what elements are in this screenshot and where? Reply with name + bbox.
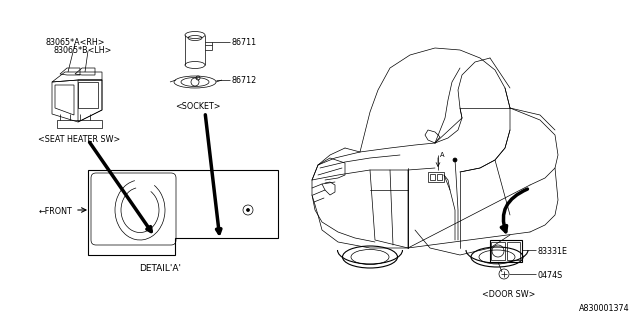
Bar [491,242,505,260]
Text: 83065*B<LH>: 83065*B<LH> [53,46,111,55]
Text: <SOCKET>: <SOCKET> [175,102,221,111]
Circle shape [246,209,250,212]
Bar [430,174,435,180]
Text: 86712: 86712 [232,76,257,85]
Bar [57,120,102,128]
Text: 0474S: 0474S [538,271,563,280]
Text: 83331E: 83331E [538,247,568,256]
Circle shape [453,158,457,162]
Text: ←FRONT: ←FRONT [38,207,72,216]
Text: 86711: 86711 [232,38,257,47]
Text: A: A [440,152,445,158]
Bar [437,174,442,180]
Bar [428,172,444,182]
Bar [490,240,522,262]
Text: DETAIL'A': DETAIL'A' [139,264,181,273]
Text: A830001374: A830001374 [579,304,630,313]
Text: 83065*A<RH>: 83065*A<RH> [45,38,104,47]
Text: <DOOR SW>: <DOOR SW> [482,290,536,299]
Text: <SEAT HEATER SW>: <SEAT HEATER SW> [38,135,120,144]
Bar [507,242,520,260]
